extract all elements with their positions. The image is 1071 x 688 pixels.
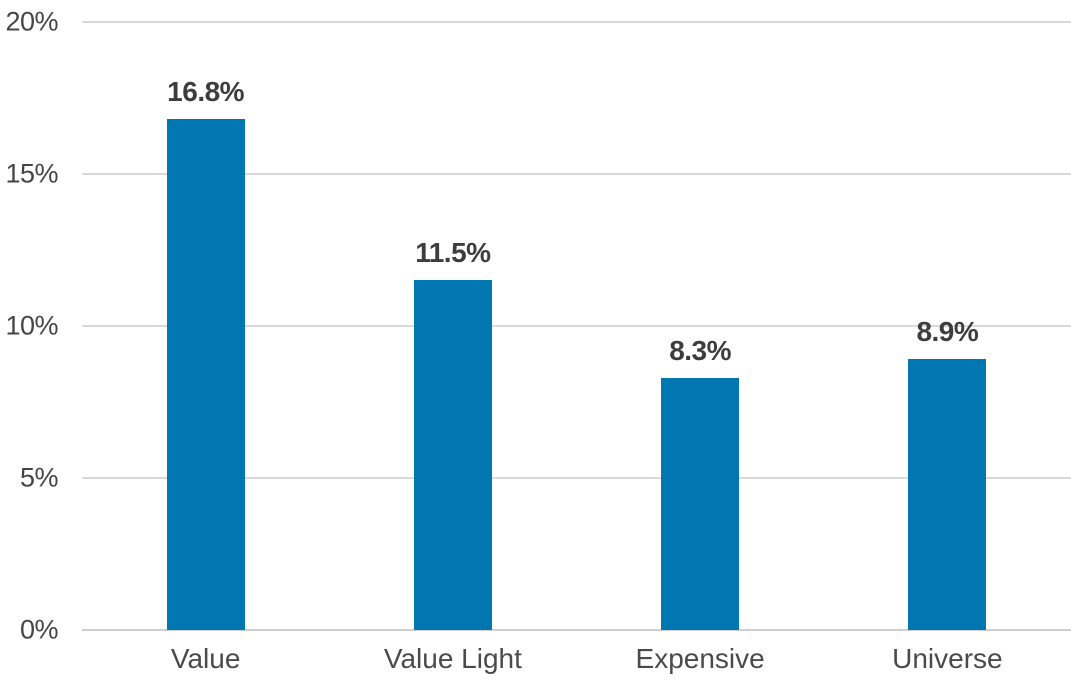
bar-column-value: 16.8% — [82, 22, 329, 630]
data-label: 8.9% — [916, 316, 979, 348]
gridline-10 — [82, 325, 1071, 327]
x-tick-label: Universe — [892, 643, 1003, 674]
bar — [413, 280, 492, 630]
bar — [166, 119, 245, 630]
gridline-20 — [82, 21, 1071, 23]
y-tick-label: 0% — [19, 614, 59, 645]
data-label: 11.5% — [415, 237, 491, 269]
bar-column-expensive: 8.3% — [577, 22, 824, 630]
data-label: 8.3% — [669, 334, 732, 366]
y-tick-label: 5% — [19, 462, 59, 493]
y-axis: 0% 5% 10% 15% 20% — [0, 7, 59, 645]
bar — [908, 359, 987, 630]
plot-area: 16.8% 11.5% 8.3% 8.9% — [82, 21, 1071, 631]
gridline-5 — [82, 477, 1071, 479]
gridline-0 — [82, 629, 1071, 631]
gridline-15 — [82, 173, 1071, 175]
x-tick-label: Value — [170, 643, 241, 674]
y-tick-label: 10% — [5, 310, 58, 341]
x-tick-label: Value Light — [383, 643, 522, 674]
bar-column-universe: 8.9% — [824, 22, 1071, 630]
y-tick-label: 15% — [5, 158, 58, 189]
y-tick-label: 20% — [5, 6, 58, 37]
bar — [661, 377, 740, 630]
data-label: 16.8% — [167, 76, 245, 108]
x-axis: Value Value Light Expensive Universe — [82, 632, 1071, 686]
x-tick-label: Expensive — [635, 643, 765, 674]
bar-column-value-light: 11.5% — [329, 22, 576, 630]
